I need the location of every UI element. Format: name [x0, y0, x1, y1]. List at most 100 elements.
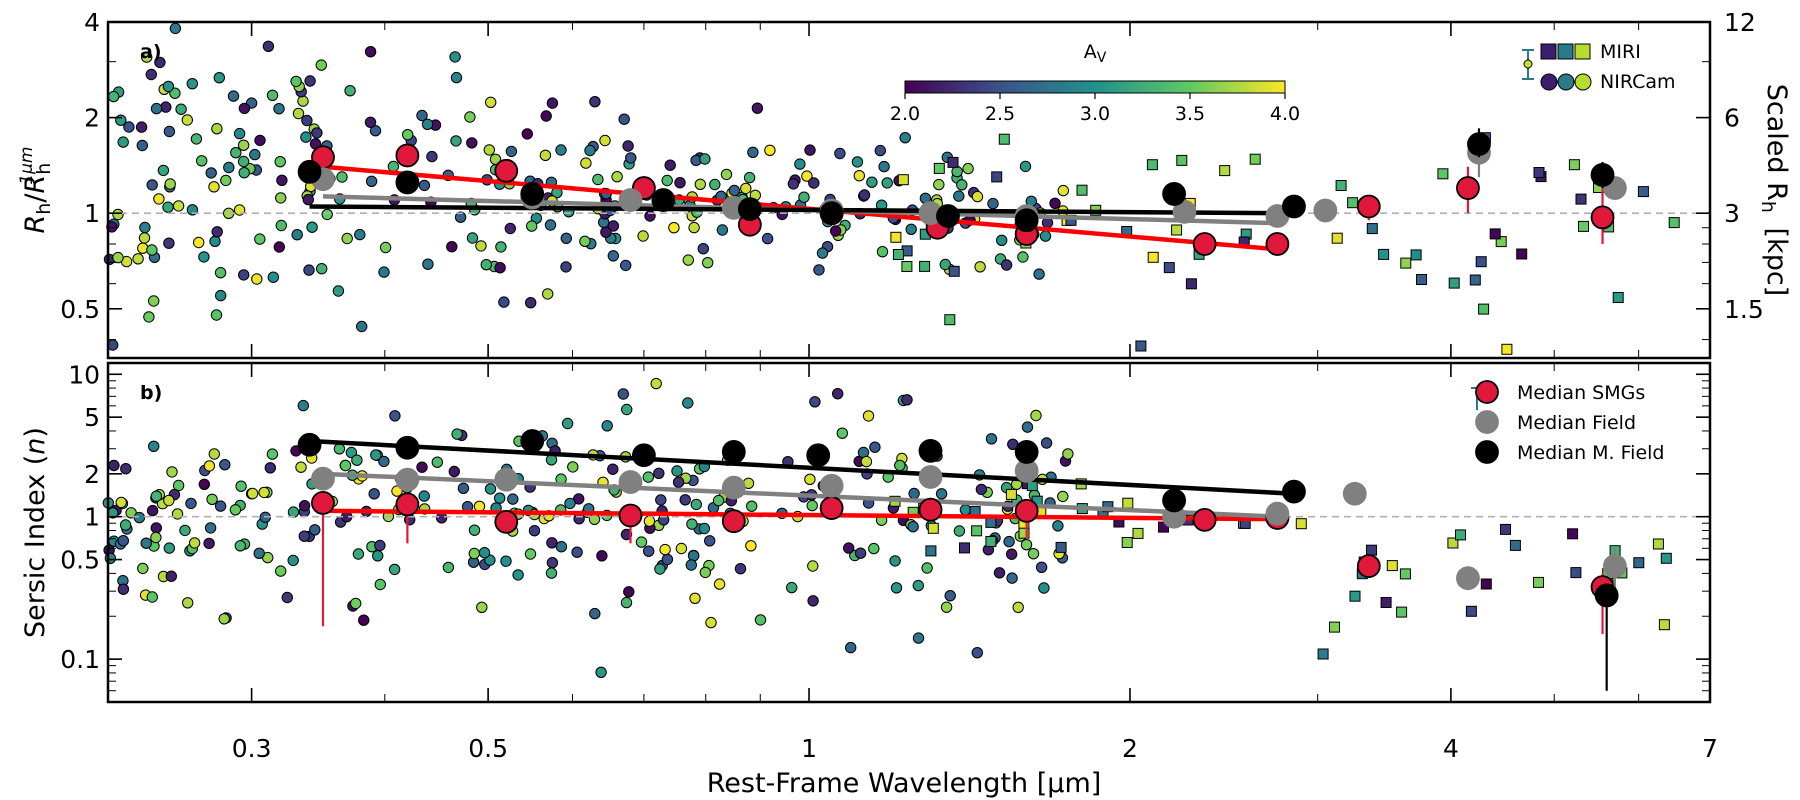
nircam-point: [944, 590, 956, 602]
miri-point: [1637, 186, 1649, 198]
nircam-point: [528, 525, 541, 537]
nircam-point: [203, 460, 216, 472]
nircam-point: [145, 68, 158, 81]
legend-miri-square: [1574, 43, 1591, 60]
nircam-point: [908, 487, 920, 500]
nircam-point: [146, 591, 159, 603]
nircam-point: [698, 522, 711, 535]
legend-label: Median SMGs: [1517, 382, 1645, 404]
nircam-point: [450, 135, 462, 147]
nircam-point: [596, 550, 608, 562]
nircam-point: [500, 555, 512, 567]
nircam-point: [620, 259, 632, 272]
nircam-point: [747, 146, 759, 159]
nircam-point: [466, 137, 478, 149]
median-smgs-point: [1265, 232, 1290, 256]
miri-point: [1176, 154, 1188, 166]
nircam-point: [132, 253, 144, 265]
median-smgs-point: [819, 496, 844, 520]
nircam-point: [740, 182, 752, 195]
nircam-point: [579, 235, 591, 248]
fit-line-m-field: [309, 438, 1295, 496]
nircam-point: [162, 80, 175, 93]
nircam-point: [621, 403, 633, 416]
nircam-point: [235, 480, 247, 492]
nircam-point: [266, 448, 279, 460]
miri-point: [1416, 274, 1427, 285]
nircam-point: [607, 463, 619, 475]
nircam-point: [333, 443, 346, 455]
nircam-point: [507, 493, 519, 505]
nircam-point: [336, 171, 348, 183]
nircam-point: [374, 539, 386, 552]
median-mfield-point: [721, 440, 746, 464]
nircam-point: [449, 51, 461, 63]
nircam-point: [843, 542, 855, 554]
colorbar: [904, 80, 1286, 94]
nircam-point: [264, 462, 276, 474]
nircam-point: [303, 264, 315, 276]
nircam-point: [188, 537, 201, 549]
nircam-point: [475, 240, 487, 252]
nircam-point: [858, 189, 871, 201]
legend-marker: [1475, 440, 1499, 464]
miri-point: [1495, 236, 1507, 248]
nircam-point: [705, 616, 717, 629]
nircam-point: [668, 222, 680, 234]
median-mfield-point: [1162, 488, 1186, 513]
nircam-point: [160, 101, 172, 113]
colorbar-tick-label: 2.0: [890, 103, 920, 125]
y-tick-label: 10: [68, 360, 100, 389]
nircam-point: [309, 524, 321, 536]
nircam-point: [709, 178, 721, 191]
median-field-point: [918, 465, 943, 489]
nircam-point: [117, 583, 130, 595]
nircam-point: [300, 131, 312, 143]
nircam-point: [198, 478, 211, 490]
miri-point: [1533, 167, 1545, 178]
nircam-point: [190, 133, 203, 145]
nircam-point: [643, 515, 656, 527]
nircam-point: [450, 71, 463, 84]
nircam-point: [546, 537, 558, 549]
nircam-point: [219, 459, 231, 471]
miri-point: [1329, 621, 1340, 633]
nircam-point: [901, 394, 913, 406]
median-smgs-point: [395, 492, 420, 517]
nircam-point: [1012, 601, 1024, 613]
miri-point: [1331, 232, 1343, 244]
colorbar-tick-label: 3.5: [1175, 103, 1205, 125]
nircam-point: [540, 110, 552, 122]
median-field-point: [618, 470, 643, 494]
nircam-point: [521, 128, 533, 140]
nircam-point: [661, 553, 674, 566]
nircam-point: [808, 177, 820, 189]
nircam-point: [290, 75, 302, 88]
nircam-point: [661, 174, 673, 187]
nircam-point: [137, 562, 149, 575]
nircam-point: [139, 221, 151, 234]
miri-point: [1295, 518, 1307, 530]
miri-point: [1135, 340, 1147, 352]
median-field-point: [1172, 199, 1197, 224]
miri-point: [1480, 578, 1492, 590]
nircam-point: [595, 666, 607, 678]
miri-point: [1578, 220, 1589, 232]
nircam-point: [512, 569, 524, 581]
nircam-point: [227, 90, 240, 102]
legend-marker: [1475, 380, 1499, 404]
nircam-point: [485, 96, 497, 109]
nircam-point: [141, 51, 153, 63]
x-axis-label: Rest-Frame Wavelength [μm]: [707, 768, 1102, 799]
nircam-point: [163, 125, 176, 138]
nircam-point: [635, 536, 648, 548]
nircam-point: [206, 493, 218, 505]
miri-point: [959, 542, 970, 554]
nircam-point: [387, 160, 400, 173]
miri-point: [1612, 292, 1624, 303]
median-field-point: [494, 467, 519, 492]
nircam-point: [446, 241, 458, 253]
nircam-point: [169, 87, 181, 99]
nircam-point: [953, 190, 965, 202]
